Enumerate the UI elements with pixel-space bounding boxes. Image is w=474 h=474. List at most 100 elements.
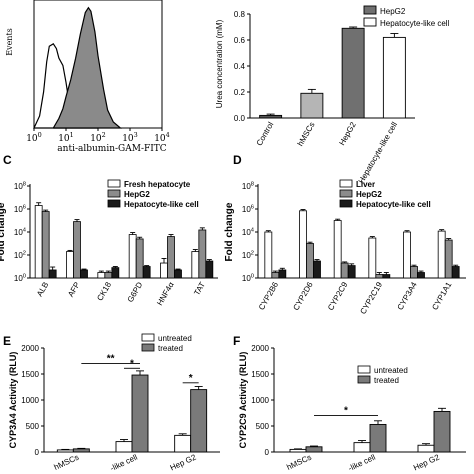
y-axis-label: Events [5, 28, 14, 56]
panel-letter-f: F [233, 334, 240, 348]
bar-3-series-1 [135, 238, 144, 279]
bar-0-series-0 [289, 448, 307, 453]
significance-label-0: ** [107, 354, 115, 365]
bar-1-series-0 [66, 251, 74, 279]
y-tick-label-2: 104 [242, 227, 255, 237]
y-tick-label-0: 0 [265, 448, 270, 457]
y-tick-label-4: 108 [14, 181, 26, 191]
bar-4-series-0 [403, 231, 411, 279]
bar-0-series-1 [271, 272, 280, 279]
x-tick-label-1: -like cell [347, 453, 377, 473]
y-axis-label: CYP3A4 Activity (RLU) [8, 352, 18, 449]
x-tick-label-1: CYP2D6 [291, 280, 315, 312]
x-tick-label-0: ALB [35, 281, 50, 299]
x-tick-label-2: CYP2C9 [326, 280, 350, 312]
y-axis-label: CYP2C9 Activity (RLU) [238, 352, 248, 449]
bar-1-series-2 [80, 269, 88, 279]
y-tick-label-3: 0.6 [234, 36, 246, 45]
bar-3 [382, 36, 406, 119]
x-tick-label-3: 103 [122, 131, 138, 144]
legend-swatch-0 [357, 365, 371, 374]
x-tick-label-1: hMSCs [296, 121, 317, 148]
bar-0-series-0 [264, 231, 273, 279]
x-tick-label-0: hMSCs [53, 453, 81, 472]
legend-label-0: untreated [158, 334, 192, 343]
bar-2-series-2 [111, 267, 120, 279]
legend-swatch-1 [363, 17, 377, 27]
y-tick-label-3: 1500 [21, 370, 39, 379]
y-tick-label-4: 0.8 [234, 10, 246, 19]
legend-swatch-0 [363, 5, 377, 15]
panel-letter-e: E [3, 334, 11, 348]
bar-2-series-1 [104, 272, 113, 279]
bar-0-series-2 [278, 269, 287, 279]
y-tick-label-1: 0.2 [234, 88, 246, 97]
x-tick-label-1: 101 [58, 131, 74, 144]
bar-1-series-1 [131, 374, 149, 453]
y-axis-label: Fold change [0, 202, 7, 261]
bar-1-series-1 [306, 243, 314, 279]
legend-swatch-2 [107, 199, 121, 208]
y-tick-label-2: 1000 [251, 396, 269, 405]
significance-label-2: * [189, 373, 193, 384]
bar-2-series-0 [417, 444, 435, 453]
legend-swatch-0 [141, 333, 155, 342]
bar-5-series-0 [437, 230, 446, 279]
x-tick-label-0: CYP2B6 [257, 280, 280, 312]
bar-4-series-2 [417, 272, 425, 279]
x-tick-label-2: 102 [90, 131, 106, 144]
bar-5-series-1 [198, 229, 207, 279]
x-tick-label-0: 100 [26, 131, 42, 144]
bar-3-series-1 [375, 274, 384, 279]
legend-swatch-1 [141, 343, 155, 352]
bar-4-series-1 [410, 266, 418, 279]
x-tick-label-5: CYP1A1 [430, 280, 453, 312]
legend-label-1: HepG2 [124, 190, 150, 199]
legend-label-1: treated [158, 344, 183, 353]
bar-5-series-2 [205, 260, 214, 279]
legend-swatch-2 [339, 199, 353, 208]
bar-2-series-0 [333, 220, 342, 279]
x-tick-label-2: Hep G2 [412, 452, 441, 472]
bar-0-series-0 [56, 449, 74, 453]
x-tick-label-0: Control [255, 120, 276, 147]
bar-0 [259, 114, 283, 119]
significance-label-1: * [130, 358, 134, 369]
x-tick-label-2: Hep G2 [169, 452, 198, 472]
y-tick-label-0: 0 [35, 448, 40, 457]
bar-4-series-2 [174, 269, 182, 279]
bar-3-series-0 [128, 234, 137, 279]
bar-3-series-2 [142, 266, 151, 279]
x-tick-label-2: HepG2 [337, 120, 358, 147]
bar-0-series-1 [41, 211, 50, 279]
bar-5-series-0 [191, 251, 200, 279]
bar-4-series-0 [160, 262, 168, 279]
x-tick-label-4: HNF4α [155, 280, 176, 307]
legend-label-1: treated [374, 376, 399, 385]
legend-label-1: Hepatocyte-like cell [380, 19, 450, 28]
legend-label-0: untreated [374, 366, 408, 375]
bar-1-series-1 [369, 423, 387, 453]
x-tick-label-1: AFP [66, 281, 82, 299]
y-tick-label-4: 108 [242, 181, 254, 191]
x-tick-label-0: hMSCs [285, 453, 313, 472]
panel-d-cyp-gene-chart: 100 102 104 106 108 Fold change CYP2B6 CYP2D6 CY… [224, 179, 466, 316]
panel-c-gene-chart: 100 102 104 106 108 Fold change ALB AFP CK18 G6PD… [0, 179, 218, 307]
bar-1-series-1 [73, 221, 81, 279]
panel-b-urea-chart: 0.0 0.2 0.4 0.6 0.8 Urea concentration (mM) Co… [215, 5, 450, 185]
x-tick-label-3: CYP2C19 [358, 280, 384, 316]
x-tick-label-3: G6PD [126, 280, 145, 304]
bar-4-series-1 [167, 236, 175, 279]
y-axis-label: Urea concentration (mM) [215, 19, 224, 108]
bar-0-series-1 [72, 448, 90, 453]
y-tick-label-0: 100 [242, 273, 254, 283]
bar-2-series-1 [190, 389, 208, 453]
y-tick-label-1: 102 [14, 250, 26, 260]
y-axis-label: Fold change [224, 202, 235, 261]
bar-1-series-2 [313, 260, 321, 279]
bar-1-series-0 [353, 442, 371, 453]
